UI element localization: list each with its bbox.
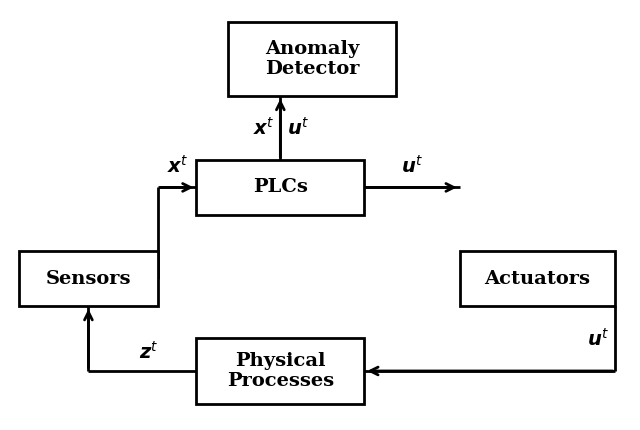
Text: Sensors: Sensors xyxy=(45,270,131,288)
Bar xyxy=(228,22,396,96)
Text: $\boldsymbol{x}^t$: $\boldsymbol{x}^t$ xyxy=(253,117,274,139)
Text: Physical
Processes: Physical Processes xyxy=(227,352,334,390)
Text: $\boldsymbol{u}^t$: $\boldsymbol{u}^t$ xyxy=(587,328,609,350)
Text: PLCs: PLCs xyxy=(253,178,308,197)
Bar xyxy=(19,251,158,306)
Text: $\boldsymbol{u}^t$: $\boldsymbol{u}^t$ xyxy=(287,117,308,139)
Text: Anomaly
Detector: Anomaly Detector xyxy=(265,40,359,78)
Text: Actuators: Actuators xyxy=(484,270,590,288)
Bar xyxy=(196,160,364,215)
Text: $\boldsymbol{u}^t$: $\boldsymbol{u}^t$ xyxy=(401,155,423,177)
Bar xyxy=(196,338,364,404)
Bar xyxy=(460,251,615,306)
Text: $\boldsymbol{z}^t$: $\boldsymbol{z}^t$ xyxy=(139,341,159,362)
Text: $\boldsymbol{x}^t$: $\boldsymbol{x}^t$ xyxy=(166,155,188,177)
